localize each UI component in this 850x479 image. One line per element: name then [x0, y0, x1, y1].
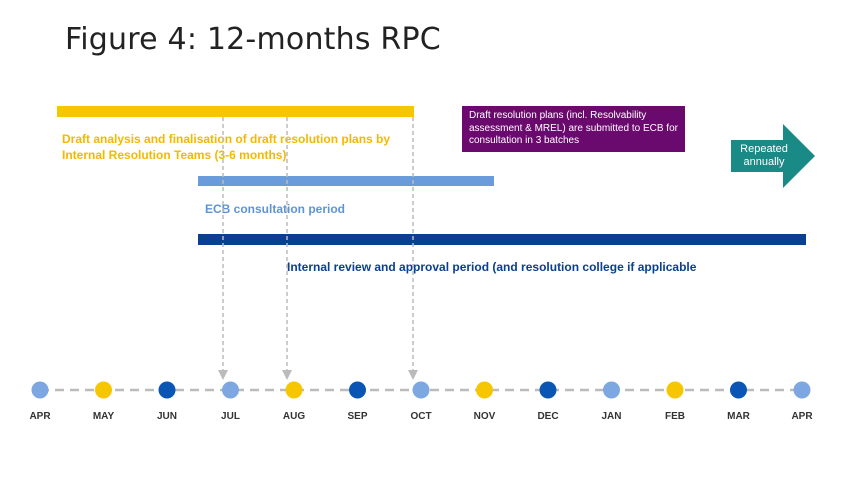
- timeline-dot-oct: [412, 381, 430, 399]
- timeline-dot-dec: [539, 381, 557, 399]
- internal-review-bar: [198, 234, 806, 245]
- guide-arrowhead-aug: [282, 370, 292, 380]
- ecb-consultation-bar: [198, 176, 494, 186]
- guide-arrowhead-jul: [218, 370, 228, 380]
- page-title: Figure 4: 12-months RPC: [65, 22, 441, 57]
- timeline-dot-apr: [31, 381, 49, 399]
- ecb-consultation-label: ECB consultation period: [205, 202, 346, 216]
- timeline-dot-jun: [158, 381, 176, 399]
- guide-arrowhead-oct: [408, 370, 418, 380]
- month-label: FEB: [665, 411, 685, 422]
- draft-analysis-bar: [57, 106, 414, 117]
- repeat-arrow-label: Repeated annually: [740, 143, 788, 168]
- repeat-arrow-icon: [731, 124, 815, 188]
- timeline-dot-jul: [222, 381, 239, 399]
- draft-analysis-label: Draft analysis and finalisation of draft…: [62, 132, 391, 162]
- month-label: DEC: [537, 411, 559, 422]
- timeline-dot-mar: [730, 381, 747, 399]
- timeline-dot-may: [95, 381, 112, 399]
- timeline-dot-nov: [476, 381, 493, 399]
- month-label: JUN: [156, 411, 177, 422]
- month-label: OCT: [410, 411, 432, 422]
- internal-review-label: Internal review and approval period (and…: [287, 260, 697, 274]
- submission-callout: Draft resolution plans (incl. Resolvabil…: [462, 106, 685, 152]
- month-label: MAR: [727, 411, 750, 422]
- month-label: JAN: [601, 411, 622, 422]
- month-label: JUL: [221, 411, 240, 422]
- timeline-dot-sep: [349, 381, 366, 399]
- month-label: AUG: [282, 411, 306, 422]
- timeline-dot-jan: [603, 381, 620, 399]
- timeline-dot-feb: [666, 381, 684, 399]
- timeline-dot-apr-end: [793, 381, 811, 399]
- month-label: SEP: [347, 411, 368, 422]
- month-label: MAY: [92, 411, 115, 422]
- timeline-dot-aug: [285, 381, 303, 399]
- month-label: APR: [791, 411, 813, 422]
- month-label: NOV: [473, 411, 496, 422]
- month-label: APR: [29, 411, 51, 422]
